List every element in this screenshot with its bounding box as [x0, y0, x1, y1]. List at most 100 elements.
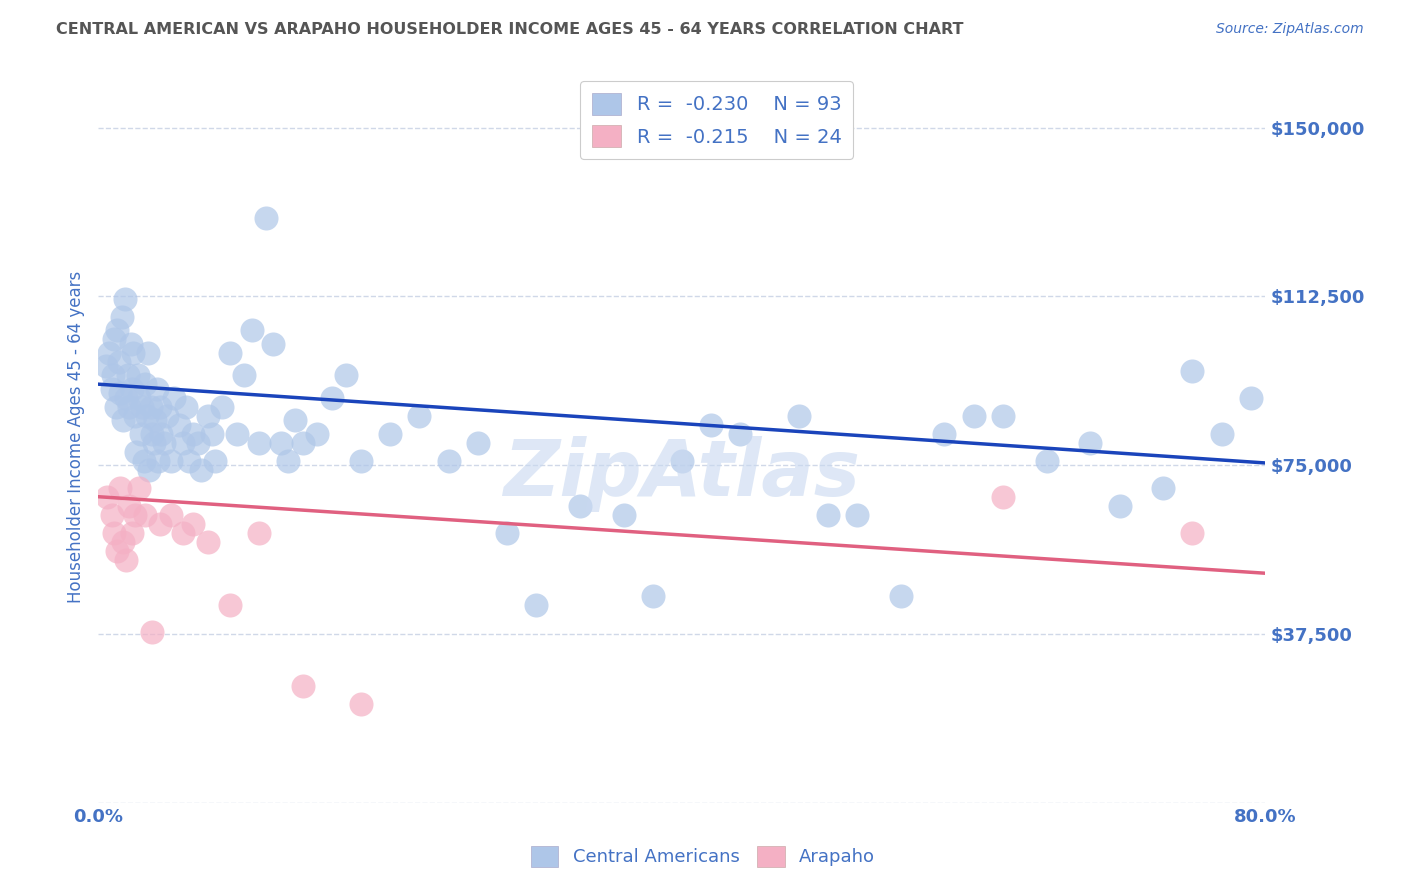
Point: [1240, 391, 1263, 405]
Point: [270, 435, 292, 450]
Point: [408, 409, 430, 423]
Point: [124, 409, 146, 423]
Point: [110, 481, 132, 495]
Point: [104, 400, 127, 414]
Point: [163, 391, 186, 405]
Point: [129, 426, 152, 441]
Point: [121, 525, 143, 540]
Point: [277, 453, 299, 467]
Point: [141, 426, 163, 441]
Point: [240, 323, 263, 337]
Point: [135, 409, 157, 423]
Point: [125, 444, 148, 458]
Point: [167, 417, 190, 432]
Point: [122, 345, 145, 359]
Point: [148, 453, 170, 467]
Point: [204, 453, 226, 467]
Point: [254, 211, 277, 225]
Point: [307, 426, 329, 441]
Point: [112, 413, 135, 427]
Point: [671, 453, 693, 467]
Point: [291, 435, 314, 450]
Point: [153, 435, 176, 450]
Point: [890, 589, 912, 603]
Point: [321, 391, 343, 405]
Point: [817, 508, 839, 522]
Point: [101, 368, 124, 383]
Point: [121, 382, 143, 396]
Point: [115, 553, 138, 567]
Point: [1211, 426, 1233, 441]
Point: [233, 368, 256, 383]
Point: [197, 409, 219, 423]
Point: [138, 463, 160, 477]
Point: [350, 697, 373, 711]
Point: [97, 345, 120, 359]
Text: CENTRAL AMERICAN VS ARAPAHO HOUSEHOLDER INCOME AGES 45 - 64 YEARS CORRELATION CH: CENTRAL AMERICAN VS ARAPAHO HOUSEHOLDER …: [56, 22, 963, 37]
Point: [380, 426, 402, 441]
Point: [991, 409, 1014, 423]
Point: [197, 534, 219, 549]
Point: [211, 400, 233, 414]
Point: [467, 435, 489, 450]
Point: [114, 292, 136, 306]
Point: [105, 323, 128, 337]
Point: [108, 354, 131, 368]
Point: [118, 400, 141, 414]
Point: [112, 534, 135, 549]
Point: [100, 508, 122, 522]
Point: [160, 453, 183, 467]
Point: [218, 598, 240, 612]
Point: [96, 490, 118, 504]
Text: ZipAtlas: ZipAtlas: [503, 435, 860, 512]
Text: Source: ZipAtlas.com: Source: ZipAtlas.com: [1216, 22, 1364, 37]
Point: [787, 409, 810, 423]
Point: [335, 368, 357, 383]
Point: [142, 435, 165, 450]
Point: [156, 409, 179, 423]
Point: [1035, 453, 1057, 467]
Point: [136, 345, 159, 359]
Point: [131, 400, 153, 414]
Point: [117, 368, 139, 383]
Point: [181, 516, 204, 531]
Point: [132, 453, 155, 467]
Point: [247, 525, 270, 540]
Point: [524, 598, 547, 612]
Point: [172, 525, 194, 540]
Point: [100, 382, 122, 396]
Point: [262, 336, 284, 351]
Point: [139, 400, 162, 414]
Point: [568, 499, 591, 513]
Point: [1080, 435, 1102, 450]
Point: [143, 413, 166, 427]
Point: [934, 426, 956, 441]
Legend: R =  -0.230    N = 93, R =  -0.215    N = 24: R = -0.230 N = 93, R = -0.215 N = 24: [581, 81, 853, 159]
Point: [174, 400, 197, 414]
Point: [190, 463, 212, 477]
Point: [247, 435, 270, 450]
Point: [127, 368, 149, 383]
Point: [124, 508, 146, 522]
Point: [1181, 525, 1204, 540]
Point: [134, 377, 156, 392]
Point: [94, 359, 117, 374]
Point: [150, 426, 173, 441]
Point: [187, 435, 209, 450]
Point: [730, 426, 752, 441]
Point: [105, 543, 128, 558]
Point: [160, 508, 183, 522]
Point: [149, 516, 172, 531]
Point: [134, 508, 156, 522]
Point: [115, 391, 138, 405]
Point: [437, 453, 460, 467]
Point: [612, 508, 634, 522]
Point: [172, 435, 194, 450]
Point: [118, 499, 141, 513]
Point: [962, 409, 984, 423]
Point: [226, 426, 249, 441]
Point: [496, 525, 519, 540]
Point: [128, 481, 150, 495]
Point: [1108, 499, 1130, 513]
Point: [1152, 481, 1174, 495]
